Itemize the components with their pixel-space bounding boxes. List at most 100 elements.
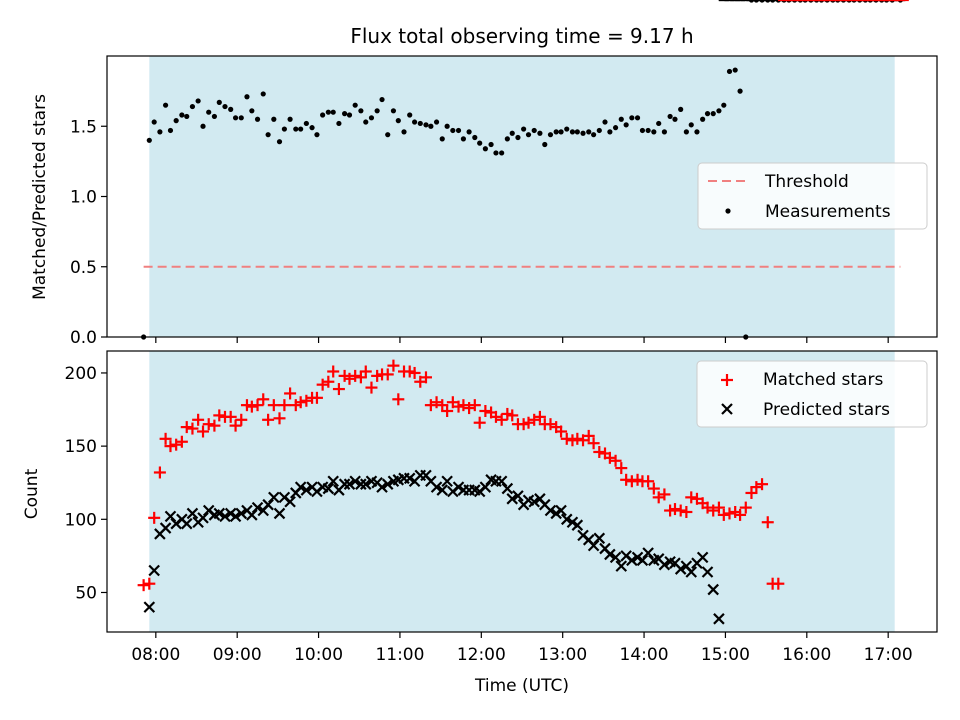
matched-star-point <box>441 405 454 418</box>
predicted-star-point <box>506 493 519 505</box>
predicted-star-point <box>626 554 638 567</box>
predicted-star-point <box>376 481 388 493</box>
measurement-point <box>407 112 413 118</box>
matched-star-point <box>310 391 323 404</box>
predicted-star-point <box>528 495 540 508</box>
measurements-legend-swatch <box>725 208 731 214</box>
measurement-point <box>645 127 651 134</box>
matched-star-point <box>294 396 307 409</box>
predicted-star-point <box>197 512 209 524</box>
matched-star-point <box>560 432 573 445</box>
predicted-star-point <box>143 601 156 613</box>
measurement-point <box>700 116 706 122</box>
predicted-star-point <box>555 504 567 517</box>
count-legend-box <box>696 360 928 428</box>
matched-star-point <box>175 435 188 448</box>
predicted-star-point <box>642 547 654 559</box>
measurement-point <box>683 129 689 135</box>
measurement-point <box>591 132 597 138</box>
measurement-point <box>639 127 646 134</box>
predicted-star-point <box>180 517 193 530</box>
predicted-star-point <box>479 481 492 493</box>
matched-star-point <box>273 412 286 425</box>
matched-star-point <box>192 413 205 426</box>
count-x-tick-label: 10:00 <box>294 645 343 665</box>
matched-star-point <box>620 473 633 486</box>
ratio-legend: Threshold Measurements <box>697 162 928 230</box>
matched-star-point <box>712 501 725 514</box>
matched-star-point <box>615 462 628 475</box>
matched-star-point <box>625 475 638 488</box>
predicted-star-point <box>609 551 622 564</box>
matched-star-point <box>202 418 215 431</box>
predicted-star-point <box>148 564 160 577</box>
matched-star-point <box>349 369 362 382</box>
measurement-point <box>428 123 434 129</box>
measurement-point <box>320 112 326 118</box>
measurement-point <box>672 116 678 122</box>
chart-title: Flux total observing time = 9.17 h <box>350 24 693 48</box>
predicted-legend-label: Predicted stars <box>763 400 890 420</box>
measurement-point <box>493 150 499 156</box>
matched-star-point <box>734 508 747 521</box>
count-x-tick-label: 12:00 <box>457 645 506 665</box>
matched-star-point <box>495 413 508 426</box>
measurement-point <box>574 129 580 135</box>
matched-star-point <box>257 393 270 406</box>
predicted-star-point <box>338 478 351 490</box>
measurement-point <box>411 119 418 125</box>
measurement-point <box>623 122 629 128</box>
measurement-point <box>157 129 163 135</box>
measurement-point <box>558 129 564 135</box>
matched-star-point <box>137 579 150 592</box>
measurement-point <box>401 129 407 135</box>
matched-star-point <box>197 425 210 438</box>
measurement-point <box>726 68 733 75</box>
threshold-legend-label: Threshold <box>764 172 849 192</box>
measurement-point <box>358 108 364 114</box>
predicted-points <box>143 0 906 625</box>
measurement-point <box>580 130 586 136</box>
predicted-legend-swatch <box>721 403 733 415</box>
measurement-point <box>482 146 488 152</box>
measurement-point <box>531 127 537 134</box>
predicted-star-point <box>229 510 242 523</box>
measurement-point <box>309 125 315 131</box>
measurement-point <box>287 116 293 122</box>
measurement-point <box>346 112 353 118</box>
predicted-star-point <box>284 495 296 508</box>
matched-star-point <box>756 478 769 491</box>
matched-star-point <box>642 475 655 488</box>
measurement-point <box>200 123 206 129</box>
measurement-point <box>260 91 266 97</box>
ratio-y-tick-label: 1.0 <box>70 188 97 208</box>
matched-star-point <box>245 400 258 413</box>
measurement-point <box>189 103 196 110</box>
predicted-star-point <box>355 478 367 490</box>
matched-star-point <box>267 399 280 412</box>
matched-star-point <box>473 416 486 429</box>
matched-points <box>137 0 909 592</box>
measurement-point <box>602 119 608 125</box>
predicted-star-point <box>186 507 199 520</box>
matched-star-point <box>668 503 681 516</box>
measurement-point <box>596 127 602 134</box>
measurement-point <box>710 111 716 117</box>
predicted-star-point <box>159 522 172 534</box>
count-y-tick-label: 100 <box>65 510 97 530</box>
predicted-star-point <box>615 560 628 572</box>
ratio-y-tick-label: 1.5 <box>70 117 97 137</box>
predicted-star-point <box>571 519 584 531</box>
measurement-point <box>618 116 624 122</box>
measurement-point <box>368 115 375 121</box>
measurement-point <box>656 120 662 127</box>
measurement-point <box>417 120 423 127</box>
ratio-y-label: Matched/Predicted stars <box>30 94 50 300</box>
measurement-point <box>238 115 244 121</box>
matched-star-point <box>143 577 156 590</box>
matched-star-point <box>148 511 161 524</box>
predicted-star-point <box>685 566 698 578</box>
predicted-star-point <box>268 491 280 504</box>
predicted-star-point <box>294 481 307 493</box>
matched-star-point <box>392 393 405 406</box>
